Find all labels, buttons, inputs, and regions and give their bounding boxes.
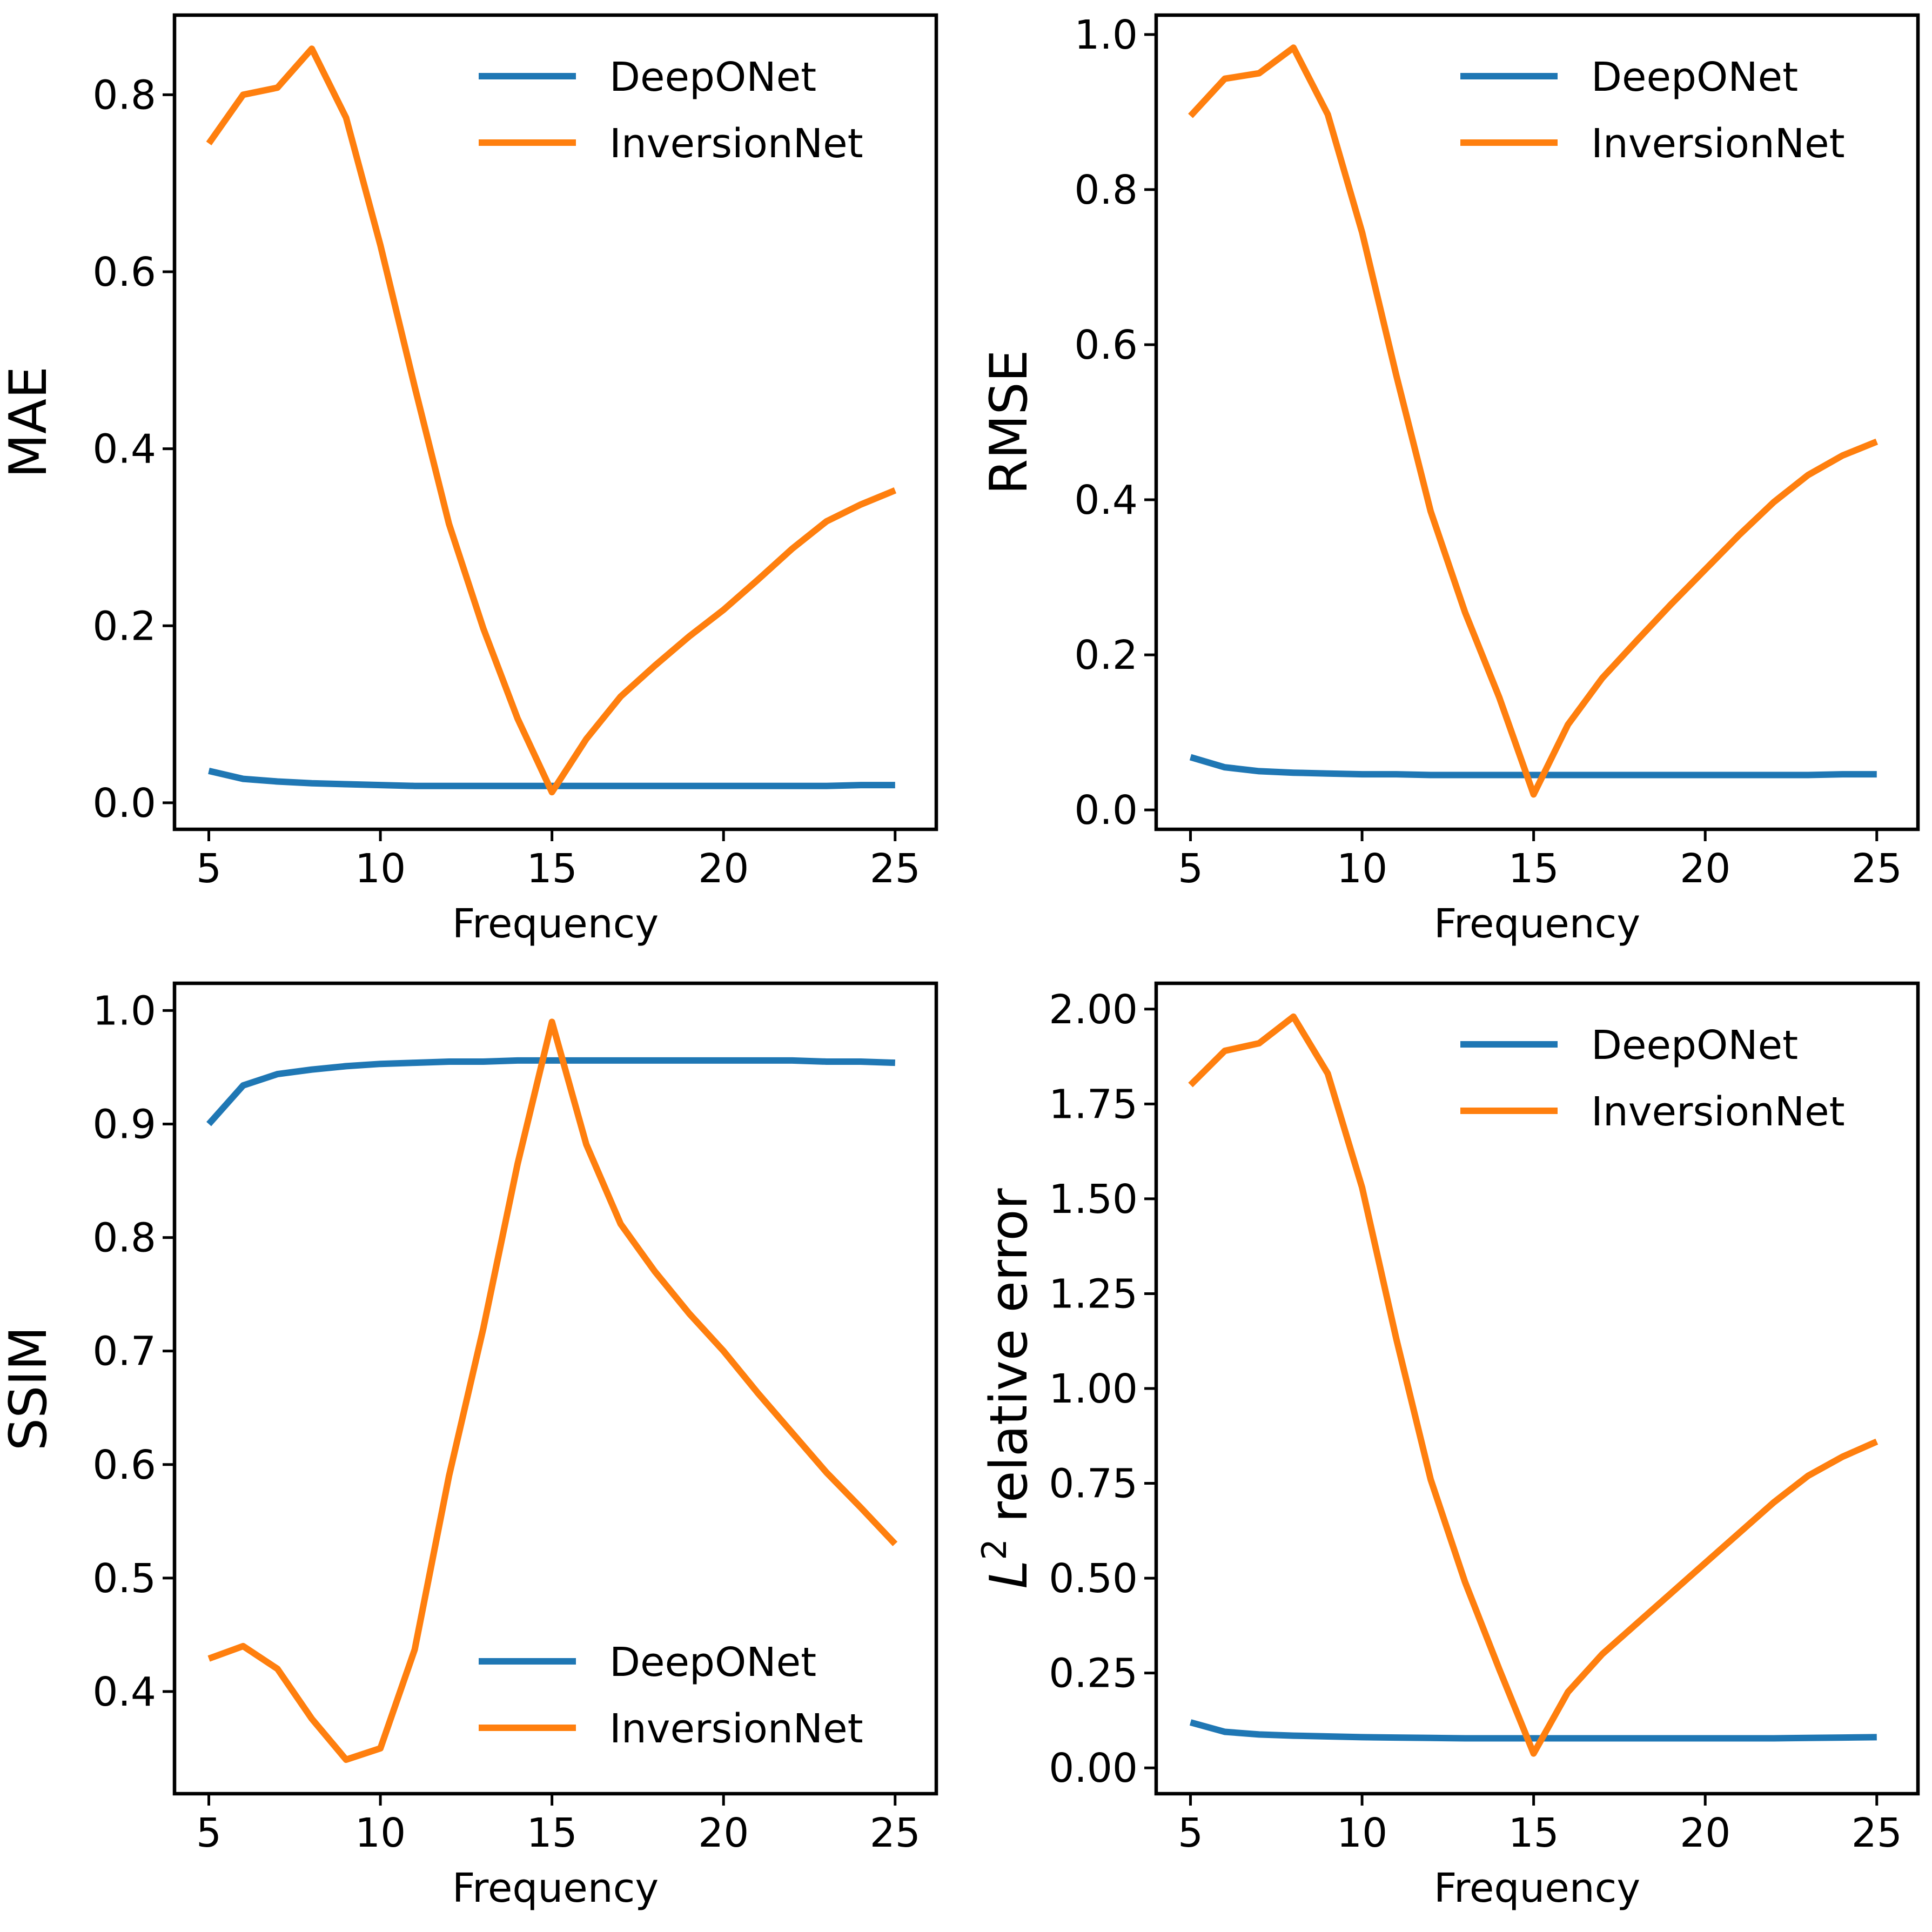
legend: DeepONet InversionNet (1460, 1022, 1845, 1135)
deeponet-legend-label: DeepONet (1591, 1022, 1798, 1069)
deeponet-line (206, 1057, 895, 1126)
legend: DeepONet InversionNet (479, 54, 863, 167)
x-tick-label: 25 (870, 846, 921, 892)
y-axis-label-superscript: 2 (975, 1539, 1014, 1560)
x-tick-label: 5 (1178, 1810, 1203, 1856)
deeponet-line (1189, 1719, 1877, 1742)
y-tick-label: 1.75 (1049, 1081, 1138, 1128)
y-axis-label: SSIM (0, 1326, 58, 1451)
x-tick-label: 10 (355, 846, 406, 892)
x-tick-label: 15 (527, 1810, 578, 1856)
y-tick-label: 0.6 (92, 1442, 156, 1488)
x-tick-label: 25 (1852, 1810, 1902, 1856)
x-tick-label: 20 (698, 846, 749, 892)
y-tick-label: 1.0 (1074, 12, 1138, 58)
inversionnet-line (206, 45, 897, 796)
mae-panel: 5 10 15 20 25 0.0 0.2 0.4 0.6 0.8 Frequency MAE Deep… (0, 13, 938, 947)
x-tick-label: 5 (196, 1810, 222, 1856)
rmse-panel: 5 10 15 20 25 0.0 0.2 0.4 0.6 0.8 1.0 Frequency RMSE… (980, 12, 1920, 947)
x-tick-label: 15 (527, 846, 578, 892)
y-tick-label: 0.6 (92, 249, 156, 296)
plot-frame (172, 981, 938, 1796)
y-tick-label: 2.00 (1049, 987, 1138, 1033)
inversionnet-line (1188, 1013, 1879, 1757)
deeponet-line (208, 768, 895, 789)
x-tick-label: 15 (1508, 1810, 1559, 1856)
y-tick-label: 0.2 (92, 603, 156, 649)
y-tick-label: 0.4 (92, 426, 156, 473)
inversionnet-legend-label: InversionNet (609, 1706, 863, 1752)
inversionnet-legend-label: InversionNet (609, 120, 863, 167)
y-tick-label: 0.8 (92, 1215, 156, 1262)
legend: DeepONet InversionNet (479, 1639, 863, 1752)
x-tick-label: 25 (1852, 846, 1902, 892)
y-axis-label: MAE (0, 366, 58, 478)
y-tick-label: 0.4 (92, 1669, 156, 1715)
deeponet-line (1189, 754, 1877, 779)
deeponet-legend-label: DeepONet (1591, 54, 1798, 100)
y-tick-label: 0.4 (1074, 477, 1138, 524)
y-tick-label: 0.8 (1074, 167, 1138, 213)
y-axis-label-text: relative error (980, 1188, 1039, 1539)
y-tick-label: 0.2 (1074, 632, 1138, 679)
y-tick-label: 0.00 (1049, 1745, 1138, 1792)
y-tick-label: 0.25 (1049, 1651, 1138, 1697)
y-tick-label: 0.50 (1049, 1555, 1138, 1602)
x-axis-label: Frequency (1434, 901, 1640, 947)
l2-relative-error-panel: 5 10 15 20 25 0.00 0.25 0.50 0.75 1.00 1.25 1.50 1.7… (975, 981, 1920, 1911)
y-tick-label: 0.5 (92, 1555, 156, 1602)
y-tick-label: 0.7 (92, 1329, 156, 1375)
ssim-panel: 5 10 15 20 25 0.4 0.5 0.6 0.7 0.8 0.9 1.0 Frequency S… (0, 981, 938, 1911)
deeponet-legend-label: DeepONet (609, 54, 816, 100)
x-axis-label: Frequency (1434, 1865, 1640, 1911)
y-tick-label: 0.8 (92, 72, 156, 118)
y-tick-label: 1.25 (1049, 1271, 1138, 1317)
y-tick-label: 0.0 (1074, 787, 1138, 834)
inversionnet-legend-label: InversionNet (1591, 120, 1845, 167)
y-tick-label: 1.0 (92, 988, 156, 1034)
x-tick-label: 10 (1337, 846, 1387, 892)
x-tick-label: 20 (698, 1810, 749, 1856)
x-tick-label: 10 (1337, 1810, 1387, 1856)
x-tick-label: 20 (1680, 846, 1730, 892)
inversionnet-legend-label: InversionNet (1591, 1089, 1845, 1135)
x-tick-label: 25 (870, 1810, 921, 1856)
y-tick-label: 0.0 (92, 780, 156, 827)
x-tick-label: 5 (1178, 846, 1203, 892)
inversionnet-line (207, 1018, 898, 1763)
y-tick-label: 0.9 (92, 1102, 156, 1148)
y-tick-label: 1.00 (1049, 1366, 1138, 1412)
y-axis-label: L2 relative error (975, 1188, 1039, 1589)
y-tick-label: 1.50 (1049, 1176, 1138, 1223)
x-tick-label: 5 (196, 846, 222, 892)
x-axis-label: Frequency (452, 1865, 659, 1911)
y-tick-label: 0.6 (1074, 322, 1138, 368)
y-axis-label: RMSE (980, 350, 1039, 494)
plot-frame (172, 13, 938, 831)
x-tick-label: 10 (355, 1810, 406, 1856)
y-axis-label-symbol: L (980, 1560, 1039, 1589)
x-tick-label: 15 (1508, 846, 1559, 892)
x-tick-label: 20 (1680, 1810, 1730, 1856)
inversionnet-line (1188, 44, 1879, 798)
legend: DeepONet InversionNet (1460, 54, 1845, 167)
y-tick-label: 0.75 (1049, 1461, 1138, 1507)
x-axis-label: Frequency (452, 901, 659, 947)
plot-frame (1154, 13, 1920, 831)
deeponet-legend-label: DeepONet (609, 1639, 816, 1686)
